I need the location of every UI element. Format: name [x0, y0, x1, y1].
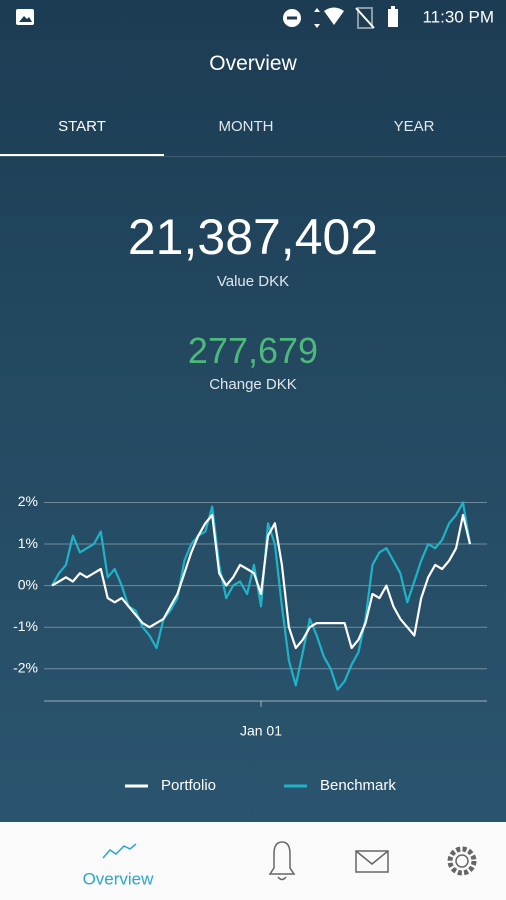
nav-settings[interactable] — [447, 846, 477, 876]
bell-clapper — [277, 876, 287, 881]
signal-off — [355, 7, 375, 29]
change-label: Change DKK — [209, 376, 297, 393]
nav-messages[interactable] — [355, 850, 389, 873]
x-tick-label: Jan 01 — [240, 723, 282, 739]
nav-alerts[interactable] — [268, 841, 296, 881]
bell-icon — [268, 841, 296, 875]
y-tick-label: -1% — [13, 618, 38, 634]
bottom-nav: Overview — [0, 822, 506, 900]
signal-icon — [357, 7, 373, 29]
legend-label: Portfolio — [161, 777, 216, 794]
image-icon-detail — [19, 16, 32, 22]
series-line — [51, 513, 472, 650]
clock: 11:30 PM — [422, 7, 494, 26]
portfolio-value: 21,387,402 — [127, 209, 379, 265]
chart: -2% -1% 0% 1% 2% Jan 01 Portfolio Benchmark — [13, 493, 472, 794]
nav-label: Overview — [83, 869, 155, 888]
y-tick-label: -2% — [13, 660, 38, 676]
header-title: Overview — [209, 52, 297, 75]
y-tick-label: 1% — [18, 535, 38, 551]
change-value: 277,679 — [187, 330, 319, 371]
wifi-icon — [324, 7, 344, 25]
dnd-bar — [287, 16, 297, 20]
gear-teeth — [447, 846, 477, 876]
battery-tip — [391, 6, 395, 9]
gear-hub — [455, 854, 469, 868]
tab[interactable]: MONTH — [218, 118, 274, 135]
mail-flap — [355, 850, 389, 865]
data-icon — [314, 8, 320, 28]
y-tick-label: 0% — [18, 576, 38, 592]
overview-icon — [102, 843, 137, 859]
series-line — [51, 501, 472, 691]
tab[interactable]: START — [0, 110, 164, 156]
y-tick-label: 2% — [18, 493, 38, 509]
tab[interactable]: YEAR — [393, 118, 435, 135]
status-bar: 11:30 PM — [16, 6, 494, 29]
nav-background — [0, 822, 506, 900]
value-label: Value DKK — [216, 273, 290, 290]
tab-bar: START MONTH YEAR — [0, 110, 506, 157]
legend-label: Benchmark — [320, 777, 396, 794]
battery-icon — [388, 9, 398, 27]
mail-icon — [355, 850, 389, 873]
nav-overview[interactable]: Overview — [83, 843, 155, 888]
